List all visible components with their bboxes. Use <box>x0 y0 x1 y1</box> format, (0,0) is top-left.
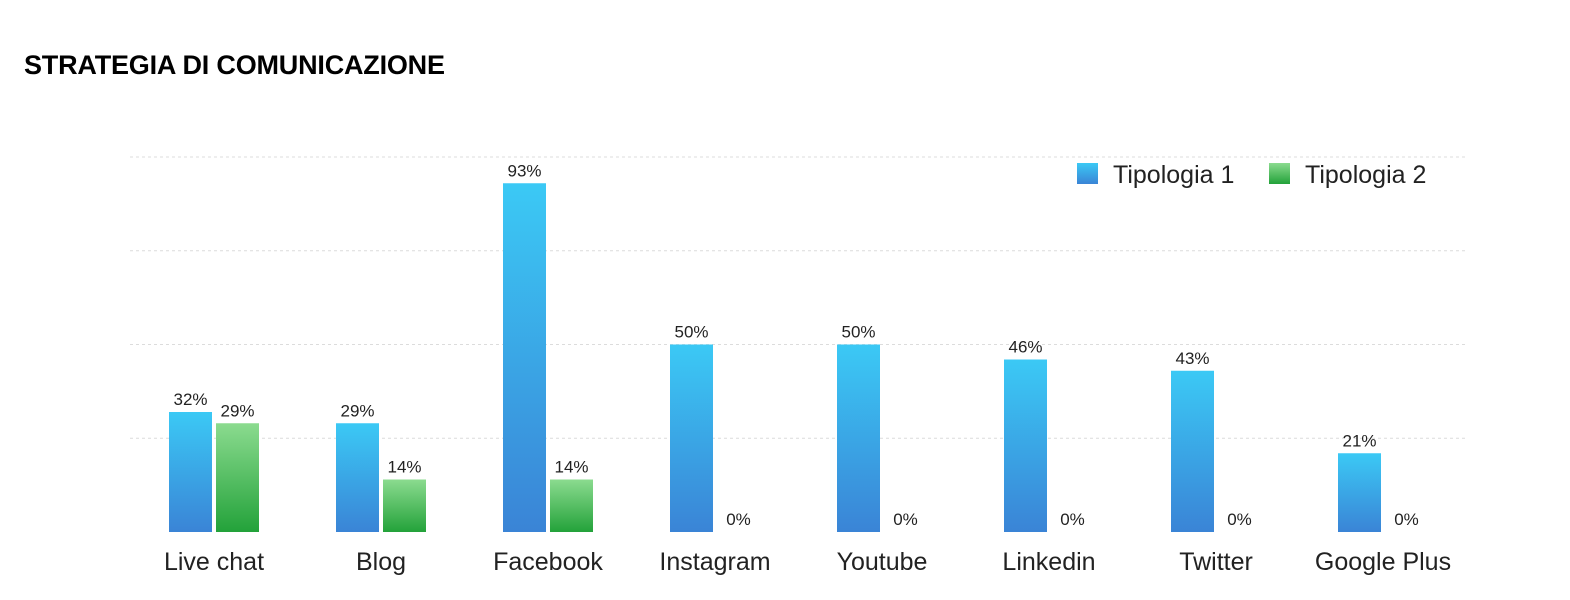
bar-google-plus-tipologia-1 <box>1338 453 1381 532</box>
bar-instagram-tipologia-1 <box>670 344 713 532</box>
bar-blog-tipologia-2 <box>383 479 426 532</box>
bar-twitter-tipologia-1 <box>1171 370 1214 532</box>
value-label-google-plus-tipologia-2: 0% <box>1394 510 1419 529</box>
value-label-facebook-tipologia-1: 93% <box>507 161 541 180</box>
legend-label-tipologia-2: Tipologia 2 <box>1305 161 1426 189</box>
bar-linkedin-tipologia-1 <box>1004 359 1047 532</box>
value-label-google-plus-tipologia-1: 21% <box>1342 431 1376 450</box>
bar-blog-tipologia-1 <box>336 423 379 532</box>
value-label-blog-tipologia-2: 14% <box>387 458 421 477</box>
value-label-live-chat-tipologia-1: 32% <box>173 390 207 409</box>
value-label-twitter-tipologia-1: 43% <box>1175 349 1209 368</box>
value-label-youtube-tipologia-2: 0% <box>893 510 918 529</box>
category-labels: Live chat Blog Facebook Instagram Youtube Lin… <box>164 548 1451 576</box>
value-label-live-chat-tipologia-2: 29% <box>220 401 254 420</box>
category-label-live-chat: Live chat <box>164 548 264 576</box>
category-label-linkedin: Linkedin <box>1002 548 1095 576</box>
category-label-youtube: Youtube <box>837 548 928 576</box>
value-label-twitter-tipologia-2: 0% <box>1227 510 1252 529</box>
legend-label-tipologia-1: Tipologia 1 <box>1113 161 1234 189</box>
value-label-blog-tipologia-1: 29% <box>340 401 374 420</box>
bar-facebook-tipologia-1 <box>503 183 546 532</box>
legend-swatch-tipologia-2 <box>1269 163 1290 184</box>
legend: Tipologia 1 Tipologia 2 <box>1077 161 1426 189</box>
category-label-blog: Blog <box>356 548 406 576</box>
gridlines <box>130 156 1465 439</box>
category-label-twitter: Twitter <box>1179 548 1253 576</box>
value-label-linkedin-tipologia-1: 46% <box>1008 338 1042 357</box>
bar-live-chat-tipologia-2 <box>216 423 259 532</box>
category-label-facebook: Facebook <box>493 548 603 576</box>
value-label-instagram-tipologia-1: 50% <box>674 323 708 342</box>
legend-swatch-tipologia-1 <box>1077 163 1098 184</box>
bar-facebook-tipologia-2 <box>550 479 593 532</box>
value-label-facebook-tipologia-2: 14% <box>554 458 588 477</box>
value-label-youtube-tipologia-1: 50% <box>841 323 875 342</box>
value-labels: 32% 29% 29% 14% 93% 14% 50% 0% 50% 0% 46% 0% 43% 0% 21… <box>173 161 1418 529</box>
value-label-instagram-tipologia-2: 0% <box>726 510 751 529</box>
value-label-linkedin-tipologia-2: 0% <box>1060 510 1085 529</box>
bars <box>169 183 1381 532</box>
chart-title: STRATEGIA DI COMUNICAZIONE <box>24 50 445 80</box>
category-label-instagram: Instagram <box>659 548 770 576</box>
bar-live-chat-tipologia-1 <box>169 412 212 532</box>
bar-youtube-tipologia-1 <box>837 344 880 532</box>
category-label-google-plus: Google Plus <box>1315 548 1451 576</box>
